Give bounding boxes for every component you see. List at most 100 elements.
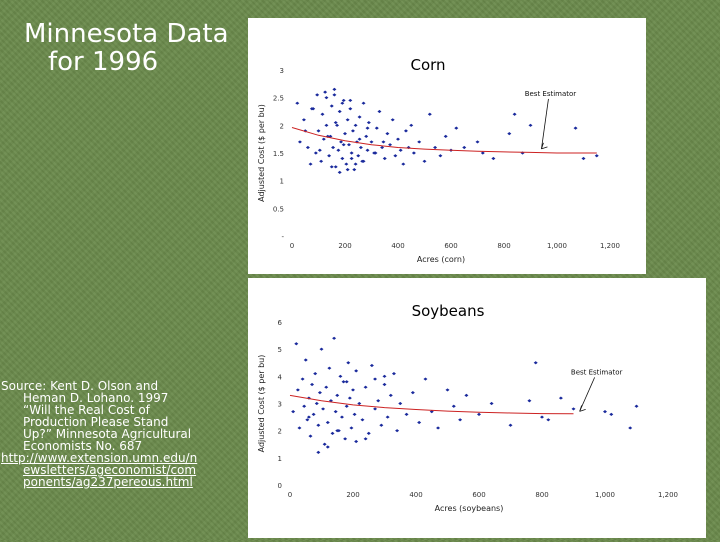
data-point [291, 410, 296, 414]
data-point [348, 98, 353, 103]
y-axis-label: Adjusted Cost ($ per bu) [257, 355, 266, 453]
data-point [341, 98, 346, 103]
data-point [357, 137, 362, 141]
data-point [581, 156, 586, 161]
data-point [328, 134, 333, 138]
data-point [300, 377, 305, 381]
fit-line [291, 127, 597, 154]
y-tick-label: - [281, 233, 284, 241]
data-point [396, 137, 400, 141]
data-point [333, 120, 338, 125]
x-axis-label: Acres (soybeans) [435, 504, 504, 513]
x-tick-label: 0 [288, 491, 292, 499]
data-point [316, 450, 321, 454]
data-point [319, 159, 324, 163]
data-point [329, 165, 334, 169]
source-link[interactable]: http://www.extension.umn.edu/n [1, 451, 198, 465]
data-point [303, 129, 308, 133]
data-point [344, 162, 349, 166]
data-point [391, 372, 396, 376]
data-point [341, 380, 346, 384]
x-tick-label: 600 [444, 242, 457, 250]
y-tick-label: 2 [278, 428, 282, 436]
data-point [341, 143, 346, 147]
data-point [314, 401, 319, 406]
source-line: Source: Kent D. Olson and [1, 379, 159, 393]
corn-chart-panel: Corn - 0.5 1 1.5 2 2.5 3 0 200 400 600 800 1,000 1,200… [248, 18, 646, 274]
data-point [357, 115, 362, 119]
annotation-arrowhead [541, 142, 548, 150]
source-link[interactable]: ewsletters/ageconomist/com [23, 463, 197, 477]
y-tick-label: 1 [278, 455, 282, 463]
data-point [295, 388, 300, 392]
data-point [436, 426, 441, 430]
data-point [294, 342, 299, 346]
data-point [349, 151, 354, 155]
data-point [329, 104, 334, 108]
data-point [343, 132, 347, 136]
data-point [339, 140, 344, 144]
data-point [366, 120, 371, 125]
data-point [571, 407, 576, 411]
annotation-arrow [579, 377, 596, 412]
data-point [427, 112, 432, 116]
data-point [349, 426, 354, 430]
slide-title: Minnesota Data for 1996 [24, 20, 229, 76]
data-point [333, 410, 338, 414]
data-point [303, 358, 308, 362]
y-tick-label: 3 [278, 401, 282, 409]
data-point [324, 96, 329, 100]
data-point [369, 140, 374, 144]
data-point [464, 393, 469, 397]
data-point [398, 148, 403, 152]
data-point [337, 109, 342, 114]
data-point [333, 165, 338, 169]
data-point [310, 382, 315, 387]
source-link[interactable]: ponents/ag237pereous.html [23, 475, 193, 489]
data-point [335, 393, 340, 397]
x-tick-label: 600 [472, 491, 485, 499]
data-point [361, 101, 366, 105]
data-point [309, 107, 314, 111]
data-point [374, 126, 379, 130]
fit-line [289, 394, 574, 415]
y-axis-label: Adjusted Cost ($ per bu) [257, 104, 266, 202]
data-point [356, 154, 361, 158]
data-point [417, 140, 422, 144]
data-point [344, 380, 349, 384]
data-point [321, 407, 326, 411]
data-point [634, 404, 639, 408]
x-axis-label: Acres (corn) [417, 255, 465, 264]
corn-chart: Corn - 0.5 1 1.5 2 2.5 3 0 200 400 600 800 1,000 1,200… [257, 56, 620, 264]
data-point [340, 101, 345, 105]
data-point [308, 162, 313, 166]
data-point [477, 412, 481, 416]
data-point [393, 154, 398, 158]
data-point [335, 123, 340, 127]
data-point [332, 336, 337, 340]
chart-title: Soybeans [412, 302, 485, 320]
data-point [364, 134, 369, 138]
data-point [325, 420, 330, 425]
data-point [395, 429, 400, 433]
data-point [361, 159, 366, 163]
data-point [385, 132, 390, 136]
data-point [558, 396, 563, 400]
x-tick-label: 1,200 [600, 242, 620, 250]
data-point [305, 145, 310, 150]
y-tick-label: 1 [280, 178, 284, 186]
data-point [323, 90, 328, 94]
data-point [349, 156, 354, 161]
data-point [306, 415, 311, 419]
data-point [350, 129, 355, 133]
data-point [385, 415, 390, 419]
data-point [322, 442, 327, 446]
data-point [330, 431, 335, 435]
data-point [410, 391, 415, 395]
source-line: Production Please Stand [23, 415, 169, 429]
data-point [380, 145, 385, 150]
data-point [491, 156, 496, 161]
data-point [381, 140, 386, 144]
data-point [376, 399, 381, 403]
data-point [347, 396, 352, 400]
